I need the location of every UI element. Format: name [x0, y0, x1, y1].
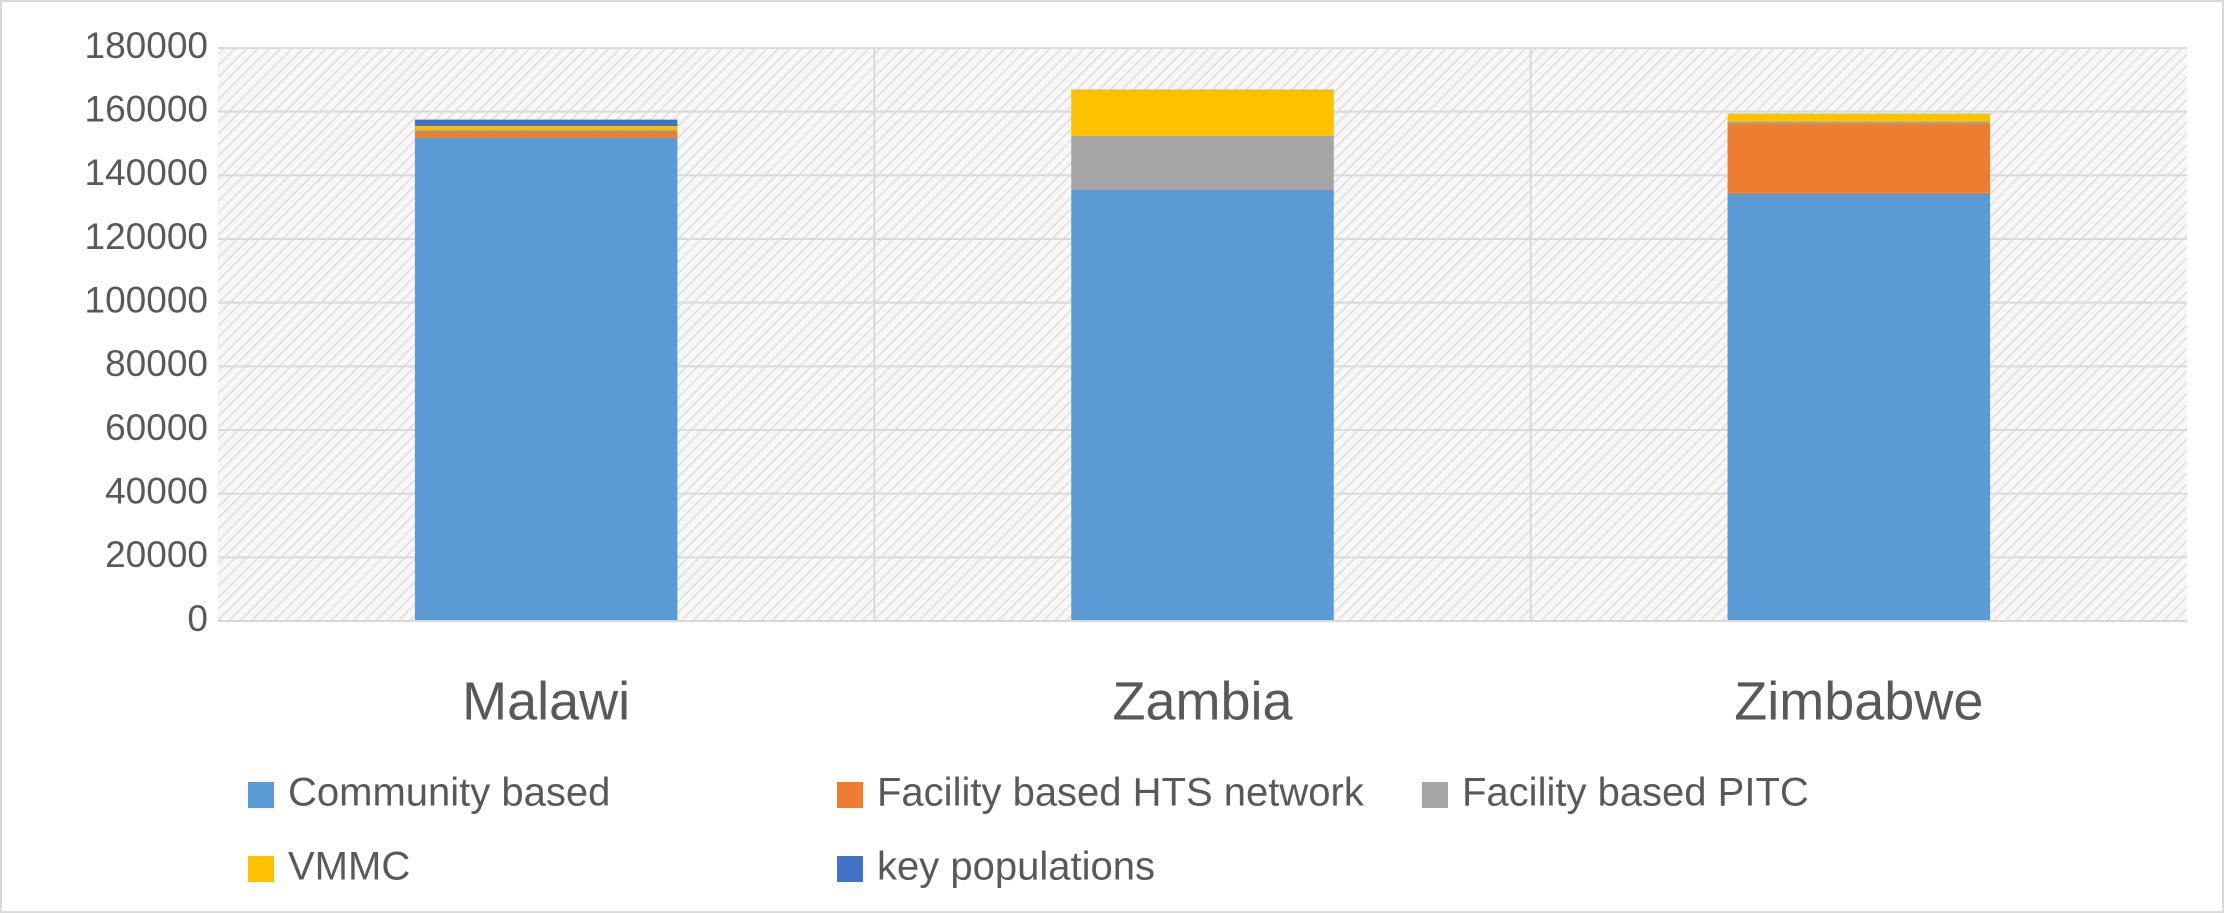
bar-segment [414, 137, 678, 621]
bar-segment [414, 119, 678, 126]
x-tick-label: Zimbabwe [1734, 671, 1983, 731]
legend-swatch [248, 856, 274, 882]
x-tick-label: Malawi [462, 671, 630, 731]
bar-segment [1727, 192, 1991, 621]
legend-label: Facility based HTS network [877, 771, 1365, 815]
y-tick-label: 20000 [105, 534, 208, 575]
bar-segment [1727, 121, 1991, 124]
legend-swatch [837, 856, 863, 882]
y-tick-label: 160000 [85, 88, 208, 129]
y-tick-label: 40000 [105, 470, 208, 511]
legend-swatch [837, 782, 863, 808]
bar-segment [414, 125, 678, 130]
bar-segment [1071, 189, 1334, 621]
bar-segment [1727, 113, 1991, 122]
bar-segment [414, 130, 678, 138]
bar-segment [1071, 135, 1334, 190]
legend-swatch [1422, 782, 1448, 808]
y-tick-label: 180000 [85, 25, 208, 66]
y-tick-label: 80000 [105, 343, 208, 384]
x-tick-label: Zambia [1112, 671, 1293, 731]
legend-label: VMMC [288, 845, 410, 889]
y-tick-label: 0 [187, 598, 208, 639]
bar-segment [1727, 123, 1991, 193]
bar-segment [414, 129, 678, 131]
y-tick-label: 120000 [85, 216, 208, 257]
legend-label: Facility based PITC [1462, 771, 1809, 815]
legend-label: key populations [877, 845, 1155, 889]
bar-segment [1071, 89, 1334, 136]
y-tick-label: 100000 [85, 279, 208, 320]
y-tick-label: 140000 [85, 152, 208, 193]
legend-label: Community based [288, 771, 610, 815]
legend-swatch [248, 782, 274, 808]
y-tick-label: 60000 [105, 407, 208, 448]
